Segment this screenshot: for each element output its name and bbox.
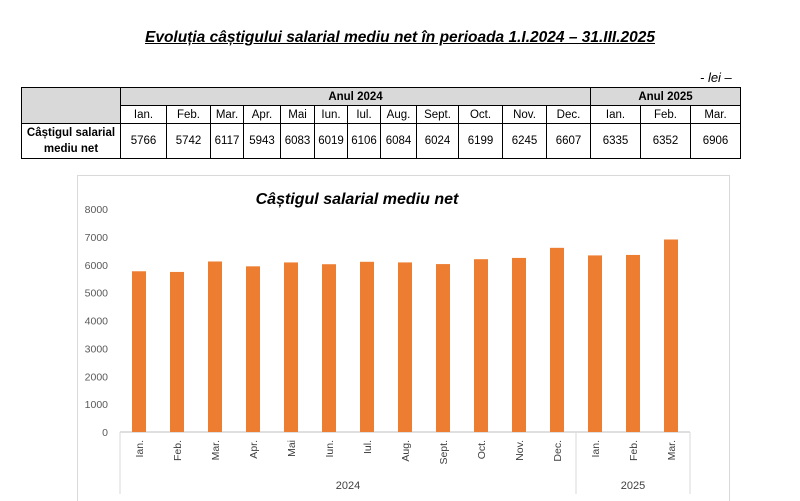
bar <box>246 266 260 432</box>
bar <box>132 271 146 432</box>
value-cell: 5766 <box>120 123 167 159</box>
bar <box>398 262 412 432</box>
bar <box>550 247 564 432</box>
x-tick-label: Mar. <box>210 440 222 460</box>
value-cell: 5742 <box>166 123 211 159</box>
y-tick-label: 8000 <box>85 204 109 216</box>
bar <box>360 261 374 432</box>
row-label-line: Câștigul salarial <box>26 127 116 139</box>
corner-cell <box>21 87 121 124</box>
values-row: Câștigul salarial mediu net 5766 5742 61… <box>21 123 741 159</box>
value-cell: 6024 <box>416 123 459 159</box>
bar <box>208 261 222 432</box>
year-header-row: Anul 2024 Anul 2025 <box>21 87 741 124</box>
bar <box>626 254 640 432</box>
month-header: Aug. <box>380 105 417 124</box>
bar <box>664 239 678 432</box>
month-header: Ian. <box>590 105 641 124</box>
value-cell: 6352 <box>640 123 691 159</box>
x-tick-label: Apr. <box>248 440 260 459</box>
y-tick-label: 7000 <box>85 232 109 244</box>
bar <box>512 257 526 432</box>
row-label: Câștigul salarial mediu net <box>21 123 121 159</box>
row-label-line: mediu net <box>43 143 99 155</box>
month-header: Nov. <box>502 105 547 124</box>
group-label: 2025 <box>621 480 645 492</box>
year-2024-header: Anul 2024 <box>120 87 591 106</box>
month-header: Mai <box>280 105 315 124</box>
unit-label: - lei – <box>700 70 732 85</box>
value-cell: 6906 <box>690 123 741 159</box>
chart-title: Câștigul salarial mediu net <box>256 191 459 208</box>
bar <box>284 262 298 432</box>
x-tick-label: Ian. <box>134 440 146 458</box>
value-cell: 6335 <box>590 123 641 159</box>
bar <box>436 264 450 432</box>
x-tick-label: Mai <box>286 440 298 457</box>
value-cell: 6106 <box>347 123 381 159</box>
chart-frame <box>77 175 730 501</box>
x-tick-label: Dec. <box>552 440 564 462</box>
x-tick-label: Nov. <box>514 440 526 461</box>
bar <box>588 255 602 432</box>
bar <box>474 259 488 432</box>
month-header: Mar. <box>690 105 741 124</box>
x-tick-label: Iun. <box>324 440 336 458</box>
bar <box>170 271 184 432</box>
x-tick-label: Feb. <box>628 440 640 461</box>
y-tick-label: 5000 <box>85 288 109 300</box>
value-cell: 6607 <box>546 123 591 159</box>
value-cell: 6083 <box>280 123 315 159</box>
y-tick-label: 6000 <box>85 260 109 272</box>
x-tick-label: Feb. <box>172 440 184 461</box>
y-tick-label: 3000 <box>85 343 109 355</box>
y-tick-label: 1000 <box>85 399 109 411</box>
salary-table: Anul 2024 Anul 2025 Ian. Feb. Mar. Apr. … <box>21 87 741 159</box>
month-header: Dec. <box>546 105 591 124</box>
bar <box>322 264 336 432</box>
x-tick-label: Iul. <box>362 440 374 454</box>
group-label: 2024 <box>336 480 360 492</box>
y-tick-label: 2000 <box>85 371 109 383</box>
month-header-row: Ian. Feb. Mar. Apr. Mai Iun. Iul. Aug. S… <box>22 105 741 124</box>
x-tick-label: Aug. <box>400 440 412 462</box>
y-tick-label: 4000 <box>85 316 109 328</box>
x-tick-label: Oct. <box>476 440 488 459</box>
x-tick-label: Ian. <box>590 440 602 458</box>
page-title: Evoluția câștigului salarial mediu net î… <box>145 29 655 46</box>
y-tick-label: 0 <box>102 427 108 439</box>
x-tick-label: Sept. <box>438 440 450 465</box>
year-2025-header: Anul 2025 <box>590 87 741 106</box>
value-cell: 6199 <box>458 123 503 159</box>
x-tick-label: Mar. <box>666 440 678 460</box>
